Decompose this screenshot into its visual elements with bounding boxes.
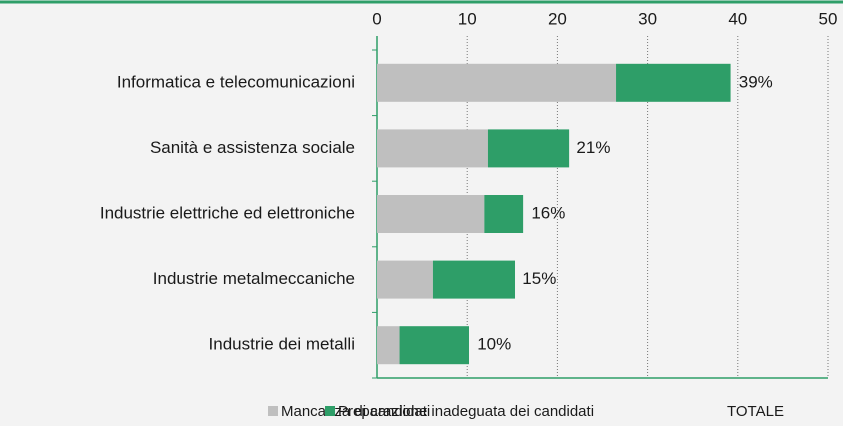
legend-swatch: [325, 406, 335, 416]
y-tick-label: Industrie dei metalli: [209, 335, 355, 354]
x-tick-label: 40: [728, 9, 747, 28]
y-tick-label: Informatica e telecomunicazioni: [117, 72, 355, 91]
data-label: 39%: [739, 72, 773, 91]
legend-label: Preparazione inadeguata dei candidati: [338, 403, 594, 420]
y-tick-label: Industrie elettriche ed elettroniche: [100, 203, 355, 222]
bar: [487, 129, 570, 168]
y-tick-label: Industrie metalmeccaniche: [153, 269, 355, 288]
bar: [377, 326, 400, 365]
x-tick-label: 20: [548, 9, 567, 28]
x-tick-label: 10: [458, 9, 477, 28]
data-label: 21%: [576, 138, 610, 157]
bar: [377, 63, 617, 102]
bar: [377, 260, 433, 299]
data-label: 16%: [531, 203, 565, 222]
bar: [484, 195, 524, 233]
bar: [399, 326, 470, 365]
legend-label: Mancanza di candidati: [281, 403, 430, 420]
x-tick-label: 0: [372, 9, 381, 28]
legend-swatch: [268, 406, 278, 416]
data-label: 15%: [522, 269, 556, 288]
legend-label: TOTALE: [727, 403, 784, 420]
data-label: 10%: [477, 335, 511, 354]
bar: [377, 195, 485, 233]
x-tick-label: 30: [638, 9, 657, 28]
bar: [377, 129, 488, 168]
y-tick-label: Sanità e assistenza sociale: [150, 138, 355, 157]
bar: [432, 260, 516, 299]
bar: [616, 63, 731, 102]
x-tick-label: 50: [819, 9, 838, 28]
